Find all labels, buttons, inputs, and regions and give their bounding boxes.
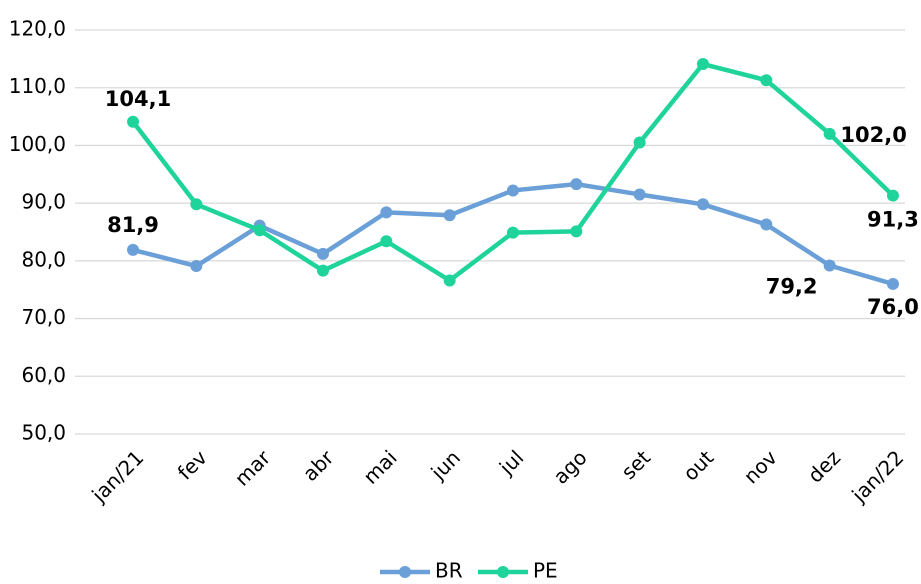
point [570, 225, 583, 238]
point [253, 224, 266, 237]
legend-marker [497, 566, 509, 578]
point [506, 226, 519, 239]
y-tick-label: 100,0 [9, 132, 66, 156]
point [823, 259, 836, 272]
y-tick-label: 70,0 [21, 305, 66, 329]
point [696, 58, 709, 71]
point [570, 178, 583, 191]
y-tick-label: 110,0 [9, 74, 66, 98]
point [127, 115, 139, 128]
point [633, 136, 646, 149]
point [760, 74, 773, 87]
legend-marker [399, 566, 411, 578]
legend-label: BR [435, 559, 463, 583]
x-tick-label: mar [230, 445, 276, 491]
data-label: 79,2 [766, 274, 818, 298]
point [316, 264, 329, 277]
point [823, 127, 836, 140]
point [190, 260, 203, 273]
point [190, 198, 203, 211]
x-tick-label: mai [358, 445, 401, 488]
point [633, 188, 646, 201]
x-tick-label: nov [739, 445, 782, 488]
x-tick-label: dez [803, 445, 845, 487]
x-tick-label: fev [173, 445, 212, 484]
point [886, 277, 899, 290]
y-tick-label: 50,0 [21, 421, 66, 445]
data-label: 91,3 [867, 208, 919, 232]
data-label: 102,0 [840, 123, 906, 147]
data-label: 81,9 [107, 213, 159, 237]
data-label: 104,1 [105, 87, 171, 111]
legend-label: PE [533, 559, 558, 583]
x-tick-label: ago [548, 445, 591, 488]
y-tick-label: 80,0 [21, 247, 66, 271]
point [760, 218, 773, 231]
x-tick-label: abr [298, 445, 339, 486]
point [506, 184, 519, 197]
data-label: 76,0 [867, 295, 919, 319]
y-tick-label: 90,0 [21, 190, 66, 214]
x-tick-label: out [678, 445, 718, 485]
point [127, 243, 139, 256]
x-tick-label: jan/21 [86, 445, 148, 507]
point [380, 235, 393, 248]
point [886, 189, 899, 202]
y-tick-label: 60,0 [21, 363, 66, 387]
point [696, 198, 709, 211]
point [380, 206, 393, 219]
point [316, 247, 329, 260]
point [443, 209, 456, 222]
x-tick-label: jan/22 [846, 445, 908, 507]
point [443, 274, 456, 287]
x-tick-label: jun [426, 445, 466, 485]
x-tick-label: jul [494, 445, 529, 480]
series-line [131, 61, 895, 283]
y-tick-label: 120,0 [9, 17, 66, 41]
x-tick-label: set [616, 445, 655, 484]
